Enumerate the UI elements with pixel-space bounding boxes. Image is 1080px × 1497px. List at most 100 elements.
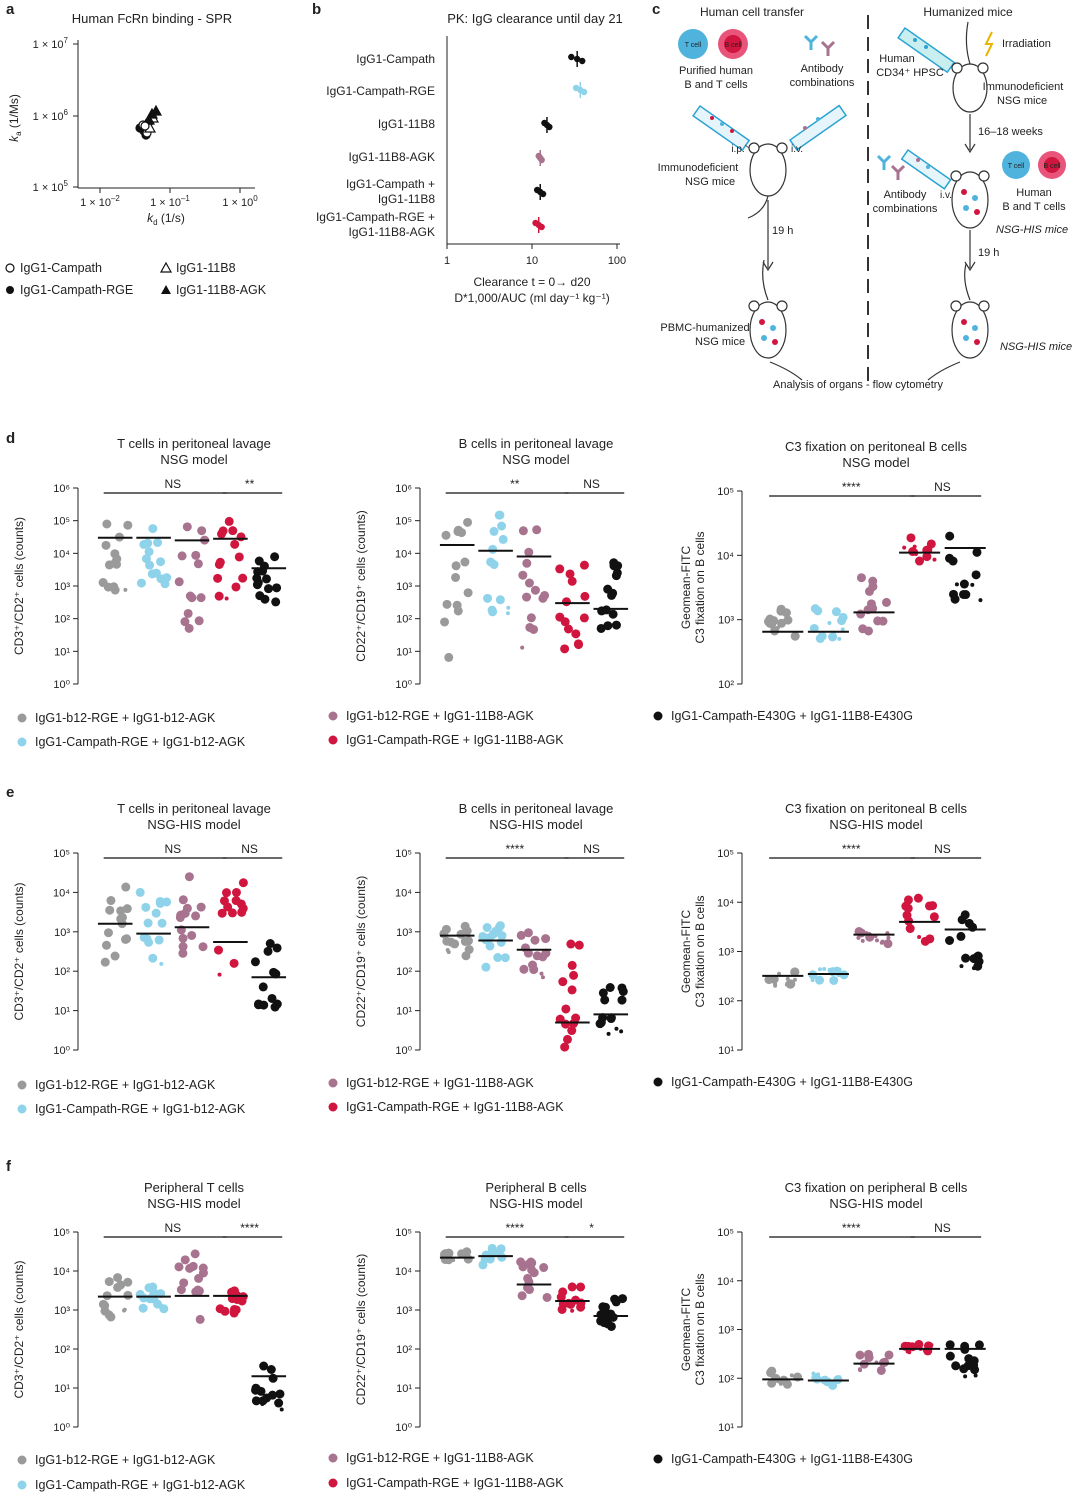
legend-open-circle-icon bbox=[5, 263, 15, 273]
data-point bbox=[540, 975, 545, 980]
data-point bbox=[272, 943, 282, 953]
data-point bbox=[106, 896, 116, 906]
t-cell-icon bbox=[678, 29, 708, 59]
data-point bbox=[558, 977, 568, 987]
data-point bbox=[265, 939, 275, 949]
c-left-title: Human cell transfer bbox=[700, 5, 804, 19]
data-point bbox=[596, 1017, 606, 1027]
data-point bbox=[828, 1380, 838, 1390]
chart-ylabel: Geomean-FITC bbox=[679, 909, 693, 993]
legend-label: IgG1-b12-RGE + IgG1-11B8-AGK bbox=[346, 1076, 534, 1090]
data-point bbox=[451, 561, 461, 571]
data-point bbox=[121, 882, 131, 892]
data-point bbox=[948, 556, 958, 566]
data-point bbox=[541, 934, 551, 944]
data-point bbox=[781, 608, 791, 618]
data-point bbox=[144, 547, 154, 557]
data-point bbox=[776, 1379, 781, 1384]
data-point bbox=[495, 595, 505, 605]
ytick-label: 10⁰ bbox=[395, 1422, 412, 1434]
data-point bbox=[102, 519, 112, 529]
ytick-label: 10⁴ bbox=[395, 1266, 412, 1278]
data-point bbox=[776, 618, 786, 628]
b-row-1: IgG1-Campath-RGE bbox=[326, 84, 435, 98]
c-purified-1: Purified human bbox=[679, 65, 753, 77]
data-point bbox=[178, 948, 188, 958]
data-point bbox=[914, 1339, 924, 1349]
data-point bbox=[605, 983, 615, 993]
data-point bbox=[917, 935, 922, 940]
data-point bbox=[498, 534, 508, 544]
data-point bbox=[864, 1349, 874, 1359]
significance-label: NS bbox=[934, 1221, 951, 1235]
data-point bbox=[229, 958, 239, 968]
data-point bbox=[929, 912, 939, 922]
data-point bbox=[174, 577, 184, 587]
c-antibody-2: combinations bbox=[790, 77, 855, 89]
legend-label: IgG1-b12-RGE + IgG1-b12-AGK bbox=[35, 1078, 216, 1092]
data-point bbox=[613, 561, 623, 571]
panel-letter-c: c bbox=[652, 1, 660, 18]
data-point bbox=[180, 1255, 190, 1265]
data-point bbox=[529, 624, 539, 634]
data-point bbox=[175, 913, 185, 923]
c-nsghis-2: NSG-HIS mice bbox=[1000, 341, 1072, 353]
data-point bbox=[252, 580, 262, 590]
c-immuno-2: NSG mice bbox=[685, 176, 735, 188]
data-point bbox=[927, 555, 932, 560]
chart-ylabel-2: C3 fixation on B cells bbox=[693, 895, 707, 1007]
data-point bbox=[461, 951, 471, 961]
data-point bbox=[608, 609, 618, 619]
data-point bbox=[266, 1364, 276, 1374]
significance-label: NS bbox=[164, 842, 181, 856]
data-point bbox=[500, 953, 510, 963]
panel-letter-e: e bbox=[6, 784, 14, 801]
b-row-5: IgG1-11B8 bbox=[378, 192, 435, 206]
data-point bbox=[902, 545, 907, 550]
b-cell-label: B cell bbox=[724, 42, 742, 49]
legend-label: IgG1-Campath-RGE + IgG1-b12-AGK bbox=[35, 1478, 246, 1492]
ytick-label: 10³ bbox=[718, 1325, 734, 1337]
data-point bbox=[231, 887, 241, 897]
b-xtick-10: 10 bbox=[526, 255, 538, 267]
c-ip: i.p. bbox=[731, 144, 744, 155]
legend-label: IgG1-Campath-E430G + IgG1-11B8-E430G bbox=[671, 709, 913, 723]
data-point bbox=[274, 1398, 284, 1408]
data-point bbox=[197, 526, 207, 536]
ytick-label: 10³ bbox=[54, 1305, 70, 1317]
data-point bbox=[194, 1273, 204, 1283]
data-point bbox=[143, 918, 153, 928]
c-pbmc-2: NSG mice bbox=[695, 336, 745, 348]
data-point bbox=[174, 1262, 184, 1272]
legend-label: IgG1-Campath-E430G + IgG1-11B8-E430G bbox=[671, 1075, 913, 1089]
data-point bbox=[567, 576, 577, 586]
data-point bbox=[913, 893, 923, 903]
significance-label: * bbox=[589, 1221, 594, 1235]
data-point bbox=[482, 923, 492, 933]
data-point bbox=[441, 924, 451, 934]
data-point bbox=[104, 1277, 114, 1287]
ytick-label: 10⁴ bbox=[395, 887, 412, 899]
data-point bbox=[879, 940, 884, 945]
data-point bbox=[579, 613, 589, 623]
data-point bbox=[558, 1287, 568, 1297]
data-point bbox=[560, 1042, 570, 1052]
data-point bbox=[178, 942, 188, 952]
data-point bbox=[873, 616, 883, 626]
syringe-iv-icon bbox=[900, 148, 952, 190]
chart-d-1: 10⁰ 10¹ 10² 10³ 10⁴ 10⁵ 10⁶ T cells in peritone… bbox=[12, 436, 287, 691]
data-point bbox=[530, 585, 540, 595]
data-point bbox=[555, 564, 565, 574]
data-point bbox=[214, 591, 224, 601]
chart-f-1: 10⁰ 10¹ 10² 10³ 10⁴ 10⁵ Peripheral T cellsNSG-… bbox=[12, 1180, 287, 1434]
data-point bbox=[815, 634, 825, 644]
data-point bbox=[612, 568, 622, 578]
data-point bbox=[881, 597, 891, 607]
data-point bbox=[256, 1386, 266, 1396]
legend-label: IgG1-Campath-E430G + IgG1-11B8-E430G bbox=[671, 1452, 913, 1466]
data-point bbox=[606, 1031, 611, 1036]
significance-label: **** bbox=[505, 1221, 524, 1235]
data-point bbox=[178, 895, 188, 905]
data-point bbox=[228, 526, 238, 536]
data-point bbox=[541, 948, 551, 958]
